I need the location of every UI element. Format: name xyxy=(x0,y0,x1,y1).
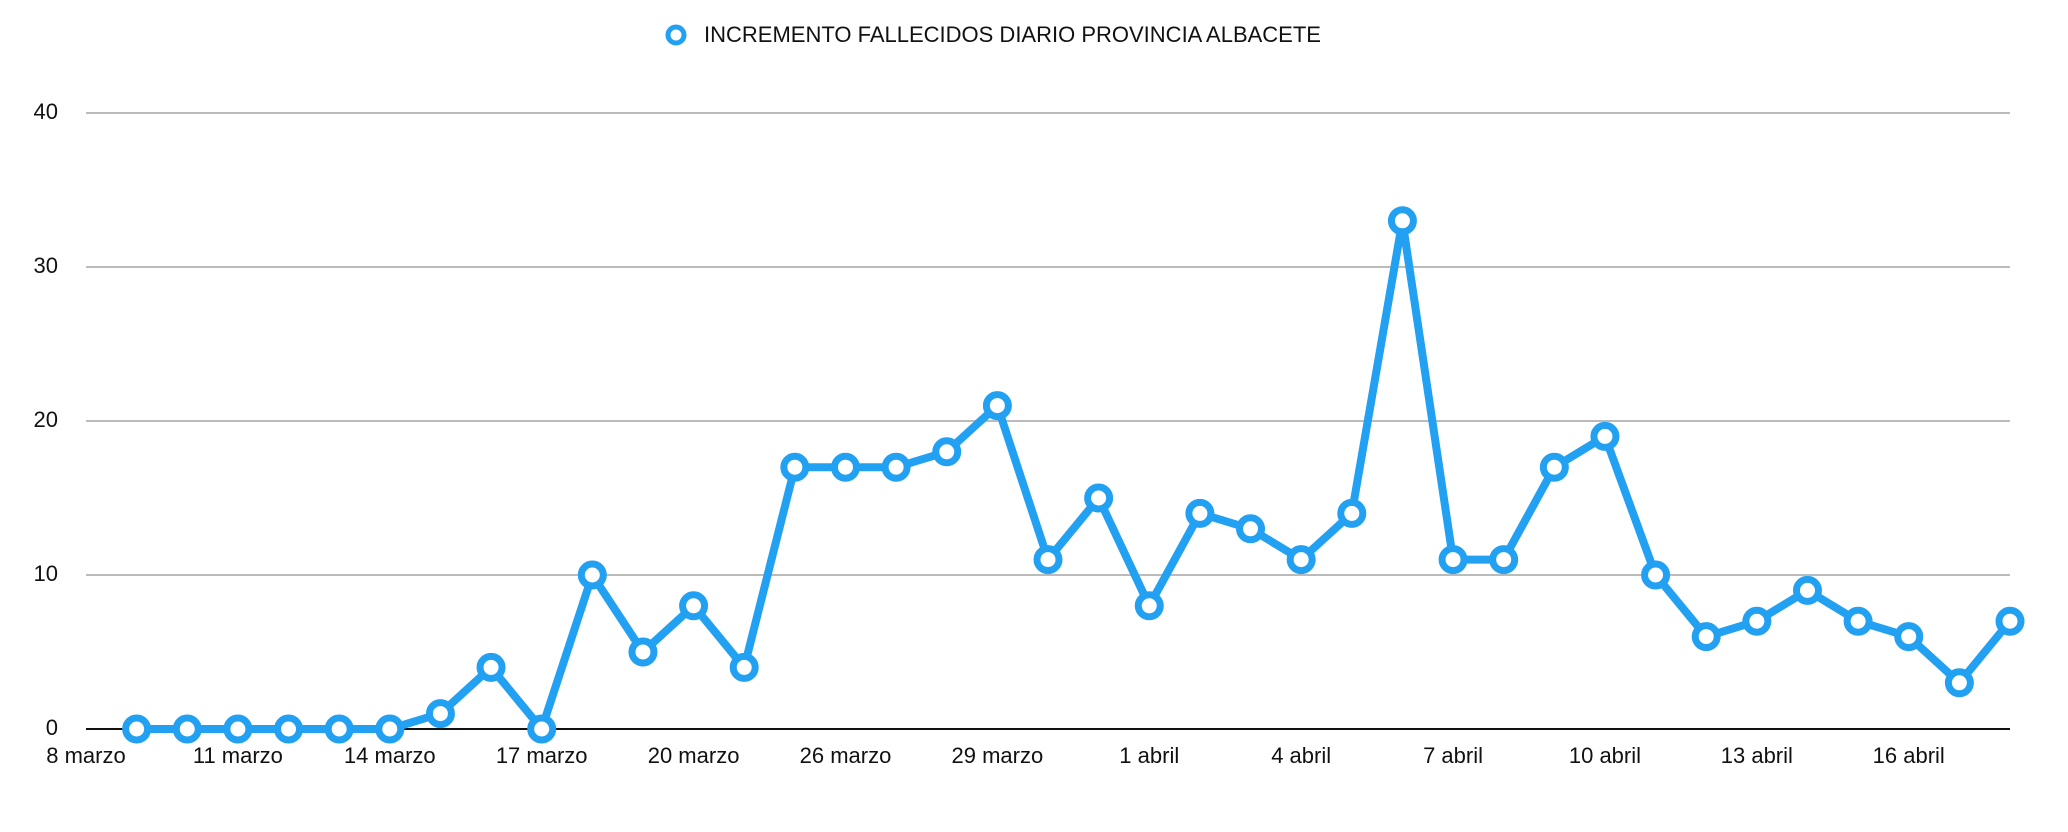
x-tick-label: 14 marzo xyxy=(344,743,436,768)
point xyxy=(274,714,304,744)
point xyxy=(982,391,1012,421)
point xyxy=(1134,591,1164,621)
x-tick-label: 20 marzo xyxy=(648,743,740,768)
x-tick-label: 10 abril xyxy=(1569,743,1641,768)
point xyxy=(122,714,152,744)
x-tick-label: 11 marzo xyxy=(193,743,283,768)
point xyxy=(1286,545,1316,575)
point xyxy=(1387,206,1417,236)
point xyxy=(1033,545,1063,575)
x-tick-label: 13 abril xyxy=(1721,743,1793,768)
point xyxy=(1792,575,1822,605)
x-tick-label: 16 abril xyxy=(1873,743,1945,768)
point xyxy=(172,714,202,744)
point xyxy=(679,591,709,621)
point xyxy=(881,452,911,482)
point xyxy=(1944,668,1974,698)
point xyxy=(628,637,658,667)
y-tick-label: 0 xyxy=(46,715,58,740)
point xyxy=(1438,545,1468,575)
y-tick-label: 40 xyxy=(34,99,58,124)
point xyxy=(1590,421,1620,451)
y-tick-label: 10 xyxy=(34,561,58,586)
point xyxy=(1337,498,1367,528)
x-tick-label: 1 abril xyxy=(1119,743,1179,768)
point xyxy=(1843,606,1873,636)
x-tick-label: 7 abril xyxy=(1423,743,1483,768)
point xyxy=(1489,545,1519,575)
x-tick-label: 29 marzo xyxy=(952,743,1044,768)
legend-marker xyxy=(665,24,687,46)
point xyxy=(1691,622,1721,652)
point xyxy=(223,714,253,744)
x-tick-label: 26 marzo xyxy=(800,743,892,768)
point xyxy=(1995,606,2025,636)
point xyxy=(1894,622,1924,652)
point xyxy=(1084,483,1114,513)
point xyxy=(1236,514,1266,544)
x-tick-label: 17 marzo xyxy=(496,743,588,768)
point xyxy=(425,699,455,729)
y-tick-label: 20 xyxy=(34,407,58,432)
point xyxy=(830,452,860,482)
point xyxy=(932,437,962,467)
point xyxy=(1185,498,1215,528)
point xyxy=(476,652,506,682)
point xyxy=(577,560,607,590)
x-tick-label: 8 marzo xyxy=(46,743,125,768)
point xyxy=(375,714,405,744)
line xyxy=(136,216,2014,733)
point xyxy=(780,452,810,482)
y-tick-label: 30 xyxy=(34,253,58,278)
x-tick-label: 4 abril xyxy=(1271,743,1331,768)
point xyxy=(729,652,759,682)
point xyxy=(1742,606,1772,636)
point xyxy=(324,714,354,744)
point xyxy=(1539,452,1569,482)
legend-label: INCREMENTO FALLECIDOS DIARIO PROVINCIA A… xyxy=(704,22,1321,47)
point xyxy=(527,714,557,744)
point xyxy=(1641,560,1671,590)
